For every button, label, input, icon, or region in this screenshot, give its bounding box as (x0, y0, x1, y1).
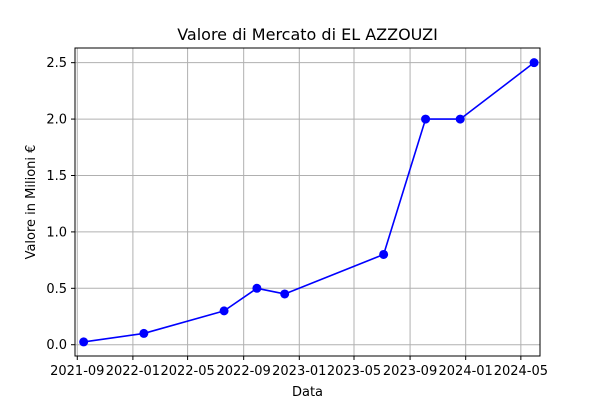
chart-title: Valore di Mercato di EL AZZOUZI (177, 25, 438, 44)
y-tick-label: 1.0 (46, 225, 67, 240)
x-tick-label: 2023-01 (272, 364, 326, 379)
x-tick-label: 2022-09 (217, 364, 271, 379)
y-axis-label: Valore in Milioni € (24, 145, 39, 260)
data-point (79, 337, 89, 347)
y-tick-label: 2.0 (46, 113, 67, 128)
x-tick-label: 2024-05 (494, 364, 548, 379)
x-tick-label: 2022-01 (106, 364, 160, 379)
y-tick-label: 0.0 (46, 338, 67, 353)
x-tick-label: 2022-05 (160, 364, 214, 379)
series-layer (79, 58, 539, 347)
data-point (379, 249, 389, 259)
data-point (252, 283, 262, 293)
data-point (280, 289, 290, 299)
x-tick-label: 2021-09 (50, 364, 104, 379)
data-point (529, 58, 539, 68)
x-tick-label: 2024-01 (439, 364, 493, 379)
data-point (455, 114, 465, 124)
x-axis-label: Data (292, 385, 323, 400)
plot-area-frame (74, 47, 541, 357)
x-tick-label: 2023-05 (327, 364, 381, 379)
y-tick-label: 2.5 (46, 56, 67, 71)
y-tick-label: 0.5 (46, 282, 67, 297)
y-tick-label: 1.5 (46, 169, 67, 184)
x-axis-ticks: 2021-09 2022-01 2022-05 2022-09 2023-01 2023-… (50, 356, 548, 379)
data-point (139, 328, 149, 338)
data-point (421, 114, 431, 124)
x-tick-label: 2023-09 (383, 364, 437, 379)
data-point (219, 306, 229, 316)
y-axis-ticks: 0.0 0.5 1.0 1.5 2.0 2.5 (46, 56, 75, 353)
